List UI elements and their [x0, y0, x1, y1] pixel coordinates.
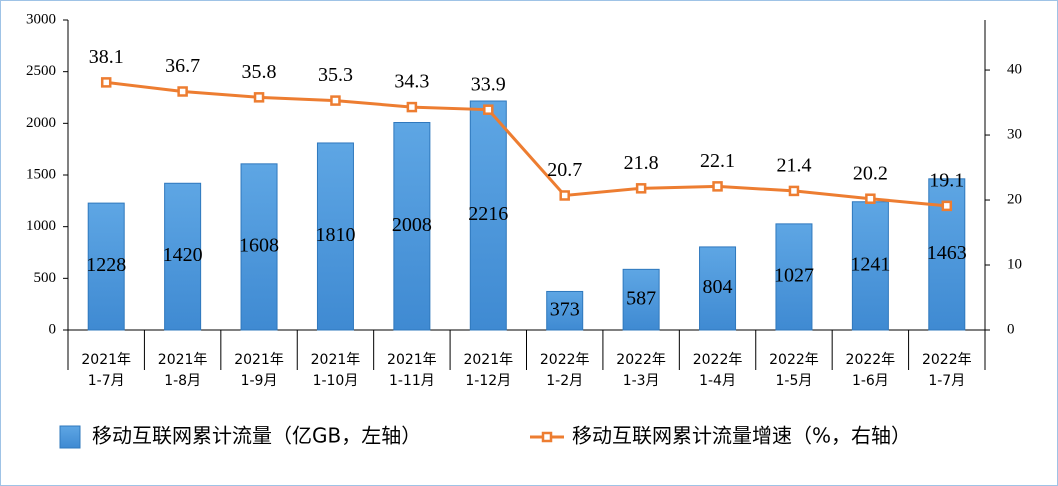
bar — [87, 202, 125, 331]
line-value-label: 20.7 — [547, 159, 582, 181]
x-tick-label: 1-7月 — [928, 373, 965, 389]
bar-value-label: 1810 — [315, 224, 355, 246]
x-tick-label: 2021年 — [158, 352, 208, 368]
line-value-label: 22.1 — [700, 150, 735, 172]
line-value-label: 34.3 — [394, 71, 429, 93]
bar — [851, 201, 889, 331]
x-tick-label: 1-3月 — [623, 373, 660, 389]
y-tick-label: 500 — [34, 270, 57, 286]
bar-value-label: 2216 — [468, 203, 508, 225]
bar-value-label: 1420 — [163, 244, 203, 266]
line-marker — [330, 95, 341, 106]
line-marker — [406, 101, 418, 113]
bar — [622, 268, 660, 331]
bar — [393, 122, 431, 331]
y-tick-label: 0 — [49, 321, 57, 337]
line-marker — [712, 181, 723, 192]
x-tick-label: 1-12月 — [465, 373, 511, 389]
bar — [316, 142, 354, 331]
line-value-label: 19.1 — [929, 169, 964, 191]
legend-marker — [541, 431, 553, 443]
line-value-label: 33.9 — [471, 73, 506, 95]
bar-value-label: 1241 — [850, 253, 890, 275]
line-marker — [100, 77, 112, 88]
x-tick-label: 2021年 — [234, 352, 284, 368]
bar-value-label: 2008 — [392, 214, 432, 236]
x-tick-label: 1-7月 — [88, 373, 125, 389]
x-tick-label: 2022年 — [922, 352, 972, 368]
y2-tick-label: 10 — [1007, 256, 1022, 272]
line-marker — [483, 104, 494, 115]
bar — [240, 163, 278, 331]
bar-value-label: 804 — [703, 276, 733, 298]
y-tick-label: 1500 — [26, 166, 56, 182]
x-tick-label: 2021年 — [463, 352, 513, 368]
x-tick-label: 2022年 — [846, 352, 896, 368]
y2-tick-label: 0 — [1007, 321, 1015, 337]
legend-label: 移动互联网累计流量（亿GB，左轴） — [92, 424, 421, 448]
line-value-label: 20.2 — [853, 162, 888, 184]
bar-value-label: 587 — [626, 287, 656, 309]
y2-tick-label: 30 — [1007, 126, 1022, 142]
x-tick-label: 2022年 — [769, 352, 819, 368]
line-value-label: 35.8 — [242, 61, 277, 83]
x-tick-label: 2021年 — [311, 352, 361, 368]
bar — [699, 246, 737, 331]
bar-value-label: 1463 — [927, 242, 967, 264]
y2-tick-label: 20 — [1007, 191, 1022, 207]
y-tick-label: 3000 — [26, 11, 56, 27]
line-value-label: 35.3 — [318, 64, 353, 86]
x-tick-label: 2022年 — [693, 352, 743, 368]
x-tick-label: 1-6月 — [852, 373, 889, 389]
line-value-label: 38.1 — [89, 46, 124, 68]
x-tick-label: 1-9月 — [241, 373, 278, 389]
x-tick-label: 1-11月 — [389, 373, 435, 389]
x-tick-label: 1-4月 — [699, 373, 736, 389]
bar — [164, 182, 202, 331]
x-tick-label: 1-10月 — [313, 373, 359, 389]
line-value-label: 36.7 — [165, 55, 200, 77]
line-marker — [177, 86, 188, 97]
line-marker — [559, 190, 570, 201]
x-tick-label: 1-5月 — [776, 373, 813, 389]
bar — [775, 223, 813, 331]
line-value-label: 21.8 — [624, 152, 659, 174]
x-tick-label: 2022年 — [616, 352, 666, 368]
line-marker — [941, 200, 953, 212]
line-value-label: 21.4 — [776, 155, 811, 177]
line-marker — [788, 185, 800, 197]
y-tick-label: 2000 — [26, 115, 56, 131]
y-tick-label: 2500 — [26, 63, 56, 79]
bar — [546, 290, 584, 331]
line — [106, 80, 947, 208]
bar-value-label: 373 — [550, 298, 580, 320]
bar-value-label: 1228 — [86, 254, 126, 276]
legend-swatch — [59, 425, 81, 449]
line-marker — [865, 193, 876, 204]
x-tick-label: 2021年 — [387, 352, 437, 368]
legend-label: 移动互联网累计流量增速（%，右轴） — [572, 424, 911, 448]
x-tick-label: 1-8月 — [164, 373, 201, 389]
line-marker — [253, 92, 265, 103]
bar — [469, 100, 507, 331]
y-tick-label: 1000 — [26, 218, 56, 234]
line-marker — [635, 183, 647, 194]
x-tick-label: 2022年 — [540, 352, 590, 368]
bar-value-label: 1027 — [774, 265, 814, 287]
x-tick-label: 2021年 — [81, 352, 131, 368]
y2-tick-label: 40 — [1007, 61, 1022, 77]
x-tick-label: 1-2月 — [546, 373, 583, 389]
bar-value-label: 1608 — [239, 235, 279, 257]
